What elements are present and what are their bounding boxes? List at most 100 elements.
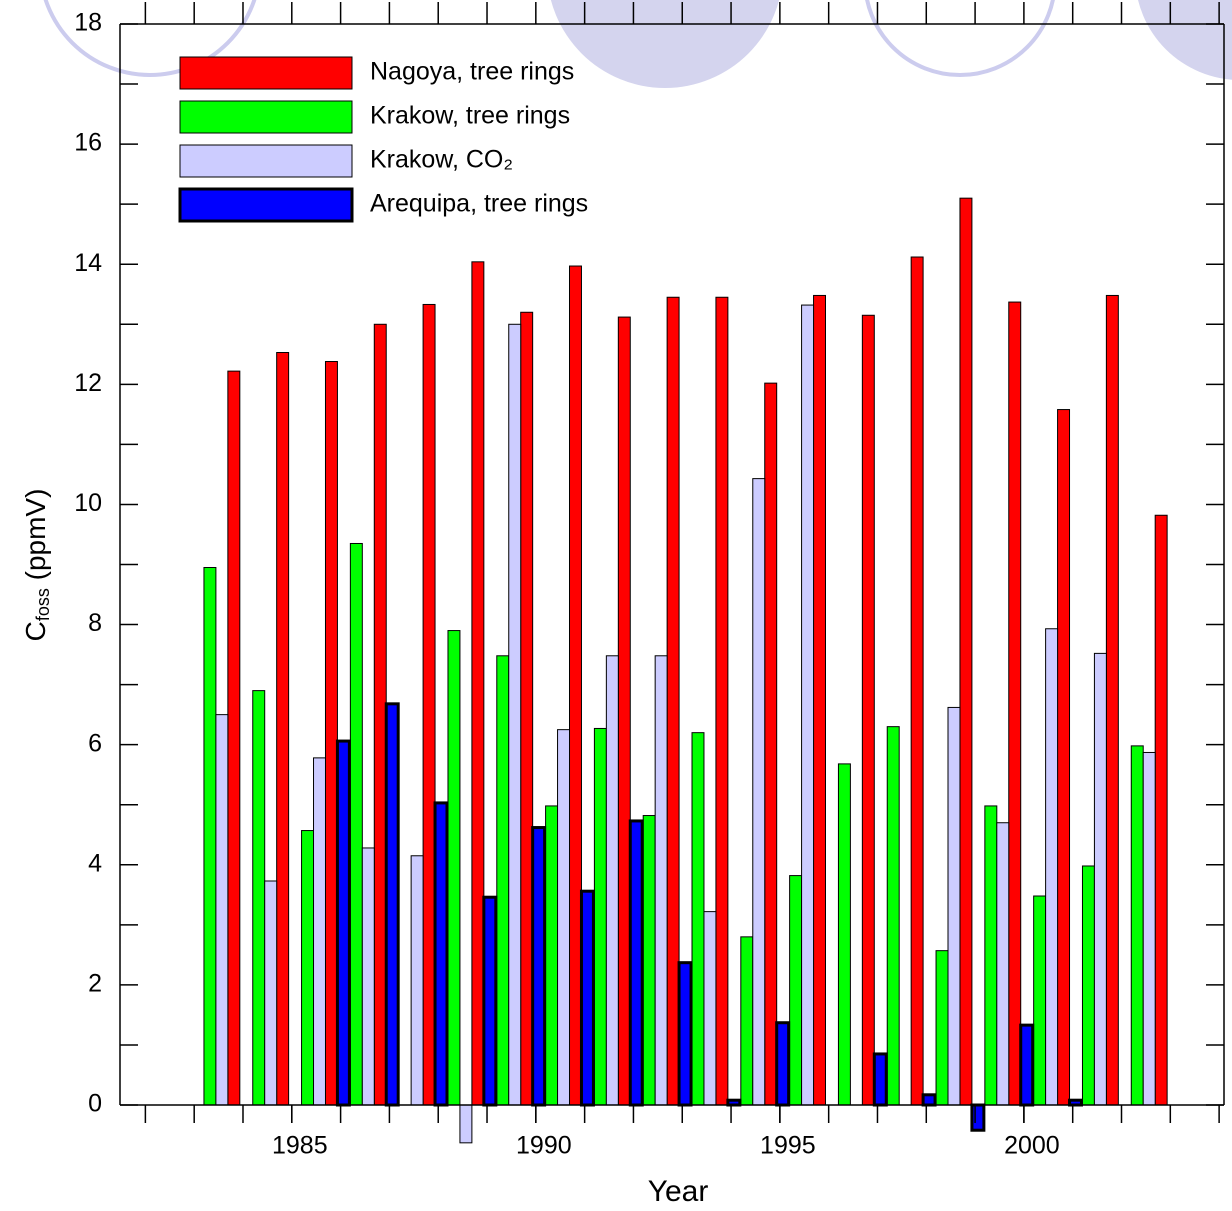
bar [1154,514,1168,1106]
bar [617,316,631,1106]
bar [276,352,290,1106]
bar [569,265,582,1106]
x-axis-title: Year [648,1175,709,1208]
bar [433,801,449,1107]
bar [861,314,875,1106]
watermark-circle [43,0,257,77]
bar [313,757,326,1106]
bar [1142,751,1156,1106]
bar [349,542,363,1106]
y-axis-title-sub: foss [33,588,53,621]
y-tick-label: 8 [88,609,102,637]
bar [921,1093,937,1107]
legend-label: Krakow, tree rings [370,102,570,130]
bar [593,727,607,1106]
bar [703,911,717,1106]
bar [1130,745,1144,1106]
y-tick-label: 4 [88,849,102,877]
bar [1045,628,1059,1106]
bar [1033,895,1047,1106]
bar [1019,1023,1035,1107]
y-tick-label: 12 [74,369,102,397]
bar [335,739,351,1107]
bar [324,361,338,1106]
bar [910,256,924,1106]
bar [959,197,973,1106]
bar [677,961,693,1107]
bar [482,895,498,1107]
bar [531,826,547,1107]
bar [361,847,375,1106]
bar [654,655,668,1106]
y-tick-label: 10 [74,489,102,517]
bar [813,294,826,1106]
bar [935,950,949,1106]
bar [801,304,815,1106]
bar [227,370,241,1106]
legend-swatch [179,144,353,178]
bar [1093,652,1107,1106]
bar [970,1103,986,1132]
bar [520,311,534,1106]
y-axis-title-main: C [20,621,51,641]
bar [496,655,510,1106]
legend-label: Arequipa, tree rings [370,190,588,218]
bar [837,763,851,1106]
bar [775,1021,791,1107]
bar [605,655,619,1106]
bar [252,690,266,1106]
legend-swatch [178,187,354,223]
bar [996,822,1010,1106]
bar [1057,409,1071,1106]
bar [642,815,656,1106]
bar [947,706,961,1106]
bar [264,880,278,1106]
y-tick-label: 0 [88,1090,102,1118]
watermark-circle [550,0,780,88]
x-tick-label: 2000 [1004,1132,1060,1160]
bar [579,889,595,1107]
bar [447,630,461,1106]
bar [740,936,754,1106]
watermark [43,0,1232,88]
bar [557,729,571,1106]
legend-swatch [179,100,353,134]
bar [422,303,436,1106]
bar [872,1052,888,1107]
bar [666,296,680,1106]
bar [752,478,766,1106]
bar [764,382,778,1106]
bar [789,875,803,1106]
bar [215,714,229,1106]
x-tick-label: 1990 [516,1132,572,1160]
bar [203,567,217,1106]
y-tick-label: 14 [74,249,102,277]
bar [628,819,644,1107]
bar [691,732,705,1106]
legend-swatch [179,56,353,90]
y-tick-label: 2 [88,969,102,997]
bar [508,323,522,1106]
bar [984,805,998,1106]
bar [301,830,315,1106]
x-tick-label: 1985 [272,1132,328,1160]
bar [886,726,900,1106]
bar [1105,294,1119,1106]
bar [715,296,729,1106]
bar [1081,865,1095,1106]
legend-label: Nagoya, tree rings [370,58,574,86]
watermark-circle [865,0,1055,77]
bar [545,805,559,1106]
bar [459,1104,473,1144]
y-tick-label: 6 [88,729,102,757]
y-axis-title-rest: (ppmV) [20,489,51,589]
y-axis-title: Cfoss (ppmV) [20,489,52,642]
y-tick-label: 16 [74,129,102,157]
y-tick-label: 18 [74,9,102,37]
bar [1008,301,1022,1106]
bar [410,855,424,1106]
legend-label: Krakow, CO₂ [370,146,513,174]
x-tick-label: 1995 [760,1132,816,1160]
